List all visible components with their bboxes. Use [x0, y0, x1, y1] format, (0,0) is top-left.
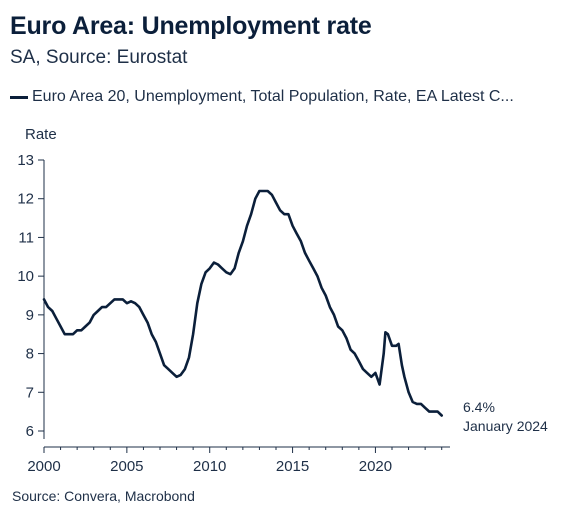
- y-tick-label: 11: [18, 229, 34, 246]
- series-layer: [42, 189, 443, 417]
- y-tick-label: 10: [17, 268, 34, 285]
- legend-label: Euro Area 20, Unemployment, Total Popula…: [32, 88, 514, 105]
- x-tick-label: 2005: [110, 458, 143, 475]
- x-tick-label: 2010: [193, 458, 226, 475]
- x-tick-label: 2000: [27, 458, 60, 475]
- chart-title: Euro Area: Unemployment rate: [10, 12, 372, 40]
- x-tick-label: 2020: [359, 458, 392, 475]
- legend: Euro Area 20, Unemployment, Total Popula…: [10, 88, 514, 106]
- y-tick-label: 7: [26, 384, 34, 401]
- chart-subtitle: SA, Source: Eurostat: [10, 47, 188, 68]
- y-tick-label: 9: [26, 307, 34, 324]
- y-tick-label: 6: [26, 423, 34, 440]
- y-tick-label: 8: [26, 346, 34, 363]
- y-axis-title: Rate: [25, 126, 57, 143]
- annotation-value: 6.4%: [463, 399, 495, 415]
- annotation-date: January 2024: [463, 418, 548, 434]
- y-tick-label: 13: [17, 152, 34, 169]
- source-note: Source: Convera, Macrobond: [12, 488, 195, 504]
- y-axis: 6 7 8 9 10 11 12 13: [17, 152, 45, 440]
- legend-swatch: [10, 95, 28, 99]
- series-line: [42, 189, 443, 417]
- x-axis: 2000 2005 2010 2015 2020: [27, 446, 450, 475]
- y-tick-label: 12: [17, 191, 34, 208]
- x-tick-label: 2015: [276, 458, 309, 475]
- annotation: 6.4% January 2024: [463, 399, 548, 434]
